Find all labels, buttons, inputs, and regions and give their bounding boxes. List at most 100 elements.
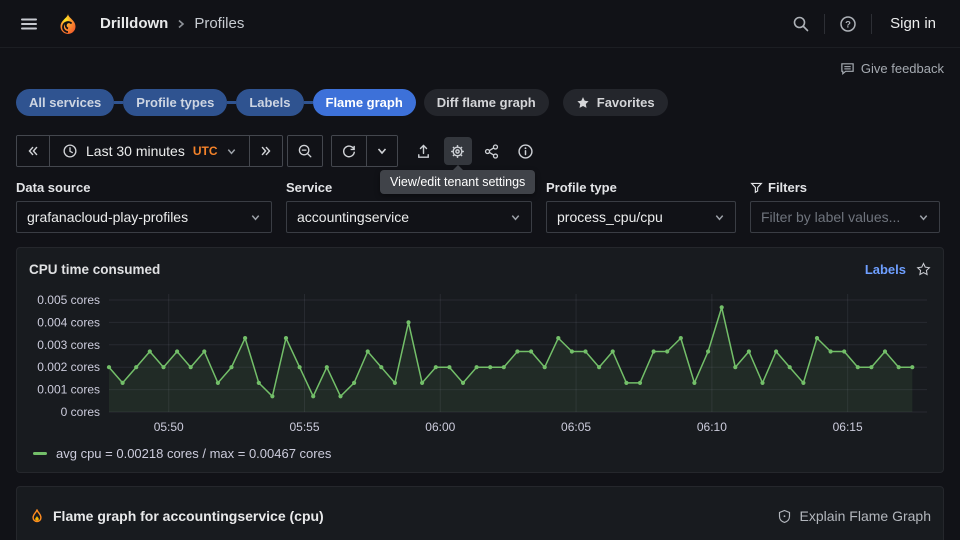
- filters-label: Filters: [768, 180, 808, 195]
- datasource-value: grafanacloud-play-profiles: [27, 209, 189, 225]
- share-export-button[interactable]: [410, 137, 438, 165]
- chevron-down-icon: [376, 145, 388, 157]
- help-icon: ?: [839, 15, 857, 33]
- svg-text:?: ?: [845, 19, 851, 30]
- chevron-down-icon: [714, 212, 725, 223]
- tab-label: Diff flame graph: [436, 95, 536, 110]
- time-shift-back-button[interactable]: [17, 136, 49, 166]
- profile-type-label: Profile type: [546, 180, 617, 195]
- filters-placeholder: Filter by label values...: [761, 209, 901, 225]
- tab-label: Profile types: [136, 95, 215, 110]
- time-shift-forward-button[interactable]: [248, 136, 282, 166]
- time-range-picker-button[interactable]: Last 30 minutes UTC: [49, 136, 249, 166]
- filter-funnel-icon: [750, 181, 763, 194]
- chevron-down-icon: [250, 212, 261, 223]
- breadcrumb-tabs: All services Profile types Labels Flame …: [16, 89, 944, 116]
- zoom-out-button[interactable]: [287, 136, 322, 166]
- chevron-down-icon: [918, 212, 929, 223]
- filters-select[interactable]: Filter by label values...: [750, 201, 940, 233]
- tab-label: Favorites: [596, 95, 655, 110]
- top-nav: Drilldown Profiles ? Sign in: [0, 0, 960, 48]
- breadcrumb-drilldown[interactable]: Drilldown: [100, 15, 169, 32]
- svg-text:0.005 cores: 0.005 cores: [37, 293, 100, 307]
- shield-icon: [777, 509, 792, 524]
- flame-panel-title: Flame graph for accountingservice (cpu): [53, 508, 324, 524]
- svg-text:0.002 cores: 0.002 cores: [37, 360, 100, 374]
- search-icon: [792, 15, 810, 33]
- nav-divider: [824, 13, 826, 34]
- tab-label: Flame graph: [325, 95, 403, 110]
- profile-type-select[interactable]: process_cpu/cpu: [546, 201, 736, 233]
- search-button[interactable]: [788, 11, 814, 37]
- svg-text:0.001 cores: 0.001 cores: [37, 383, 100, 397]
- svg-text:0.004 cores: 0.004 cores: [37, 315, 100, 329]
- pill-connector: [303, 101, 313, 104]
- sign-in-button[interactable]: Sign in: [882, 11, 944, 36]
- tab-labels[interactable]: Labels: [236, 89, 304, 116]
- svg-text:06:10: 06:10: [697, 420, 727, 434]
- explain-flame-graph-label: Explain Flame Graph: [799, 508, 931, 524]
- tab-diff-flame-graph[interactable]: Diff flame graph: [423, 89, 549, 116]
- share-link-button[interactable]: [478, 137, 506, 165]
- flame-graph-panel: Flame graph for accountingservice (cpu) …: [16, 486, 944, 540]
- chevron-right-icon: [176, 19, 186, 29]
- grafana-logo-icon[interactable]: [56, 12, 80, 36]
- give-feedback-label: Give feedback: [860, 60, 944, 76]
- tenant-settings-button[interactable]: [443, 137, 472, 165]
- svg-text:06:00: 06:00: [425, 420, 455, 434]
- breadcrumb-profiles[interactable]: Profiles: [194, 15, 245, 32]
- hamburger-menu-button[interactable]: [16, 11, 42, 37]
- double-chevron-right-icon: [259, 144, 273, 158]
- tab-label: Labels: [249, 95, 291, 110]
- explain-flame-graph-button[interactable]: Explain Flame Graph: [777, 508, 931, 524]
- chevron-down-icon: [226, 146, 237, 157]
- datasource-select[interactable]: grafanacloud-play-profiles: [16, 201, 272, 233]
- help-button[interactable]: ?: [835, 11, 861, 37]
- double-chevron-left-icon: [26, 144, 40, 158]
- favorite-panel-button[interactable]: [916, 261, 931, 277]
- tab-favorites[interactable]: Favorites: [562, 89, 668, 116]
- cpu-time-panel: CPU time consumed Labels 05:50 05:55 06:00…: [16, 247, 944, 473]
- give-feedback-button[interactable]: Give feedback: [840, 58, 944, 78]
- breadcrumb: Drilldown Profiles: [100, 15, 244, 32]
- datasource-label: Data source: [16, 180, 91, 195]
- legend-series-marker: [33, 451, 47, 455]
- clock-icon: [62, 143, 78, 159]
- profile-type-value: process_cpu/cpu: [557, 209, 663, 225]
- nav-divider: [871, 13, 873, 34]
- service-label: Service: [286, 180, 333, 195]
- chevron-down-icon: [510, 212, 521, 223]
- legend-series-label[interactable]: avg cpu = 0.00218 cores / max = 0.00467 …: [56, 445, 332, 461]
- svg-text:05:55: 05:55: [289, 420, 319, 434]
- cpu-chart-svg[interactable]: 05:50 05:55 06:00 06:05 06:10 06:15 0 cores 0.0…: [29, 286, 933, 438]
- refresh-interval-dropdown[interactable]: [365, 136, 397, 166]
- gear-icon: [449, 143, 466, 160]
- tab-all-services[interactable]: All services: [16, 89, 115, 116]
- flame-icon: [29, 508, 45, 524]
- star-outline-icon: [916, 261, 931, 277]
- cpu-time-chart[interactable]: 05:50 05:55 06:00 06:05 06:10 06:15 0 cores 0.0…: [29, 286, 931, 438]
- time-range-label: Last 30 minutes: [86, 143, 185, 159]
- hamburger-icon: [20, 15, 38, 33]
- panel-title: CPU time consumed: [29, 261, 161, 277]
- time-toolbar: Last 30 minutes UTC: [16, 135, 944, 167]
- chart-legend[interactable]: avg cpu = 0.00218 cores / max = 0.00467 …: [33, 444, 931, 462]
- info-button[interactable]: [512, 137, 540, 165]
- svg-text:06:15: 06:15: [833, 420, 863, 434]
- service-select[interactable]: accountingservice: [286, 201, 532, 233]
- timezone-label: UTC: [192, 144, 218, 158]
- svg-text:06:05: 06:05: [561, 420, 591, 434]
- tab-flame-graph[interactable]: Flame graph: [312, 89, 416, 116]
- zoom-out-icon: [297, 143, 313, 159]
- comment-icon: [840, 61, 855, 76]
- tab-profile-types[interactable]: Profile types: [123, 89, 228, 116]
- service-value: accountingservice: [297, 209, 410, 225]
- refresh-icon: [341, 143, 357, 159]
- pill-connector: [114, 101, 124, 104]
- tab-label: All services: [29, 95, 102, 110]
- refresh-button[interactable]: [331, 136, 366, 166]
- export-icon: [415, 143, 432, 160]
- query-controls: Data source grafanacloud-play-profiles S…: [16, 179, 944, 233]
- labels-link[interactable]: Labels: [864, 261, 906, 277]
- svg-text:0.003 cores: 0.003 cores: [37, 338, 100, 352]
